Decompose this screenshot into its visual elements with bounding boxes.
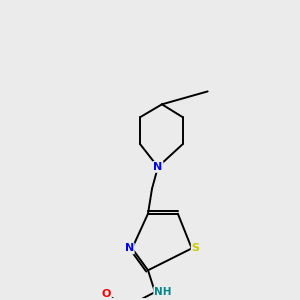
Text: O: O <box>102 289 111 299</box>
Text: N: N <box>124 243 134 254</box>
Text: N: N <box>153 162 163 172</box>
Text: NH: NH <box>154 287 172 297</box>
Text: S: S <box>192 243 200 254</box>
